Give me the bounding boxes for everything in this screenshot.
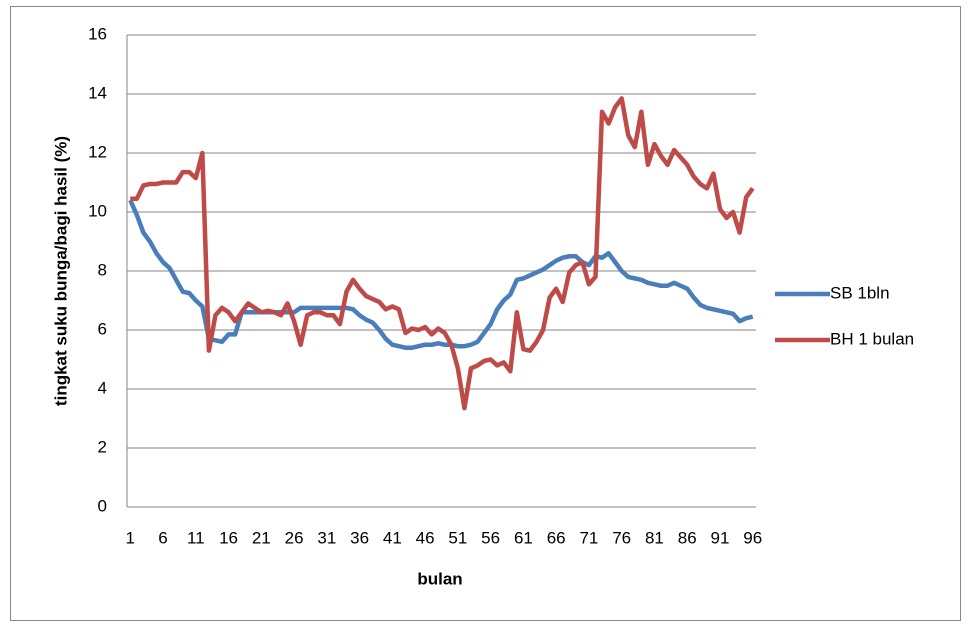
x-tick-label: 81 [645,528,664,547]
y-tick-label: 10 [88,201,107,220]
x-tick-label: 56 [481,528,500,547]
x-tick-label: 66 [547,528,566,547]
y-tick-label: 16 [88,24,107,43]
x-tick-label: 6 [158,528,167,547]
y-tick-label: 12 [88,142,107,161]
x-tick-label: 76 [612,528,631,547]
y-axis-label: tingkat suku bunga/bagi hasil (%) [51,136,70,406]
legend-label: SB 1bln [830,283,890,302]
chart-border [10,6,961,621]
y-tick-label: 14 [88,83,107,102]
x-tick-label: 71 [579,528,598,547]
x-tick-label: 46 [416,528,435,547]
x-tick-label: 96 [743,528,762,547]
x-axis-label: bulan [417,569,462,588]
x-tick-label: 16 [219,528,238,547]
x-tick-label: 86 [678,528,697,547]
x-tick-label: 51 [448,528,467,547]
y-tick-label: 6 [98,319,107,338]
y-tick-label: 8 [98,260,107,279]
line-series [130,96,755,411]
y-tick-label: 2 [98,437,107,456]
x-tick-label: 91 [711,528,730,547]
line-series [128,199,754,350]
x-tick-label: 36 [350,528,369,547]
x-tick-label: 11 [187,528,205,547]
x-tick-label: 31 [317,528,336,547]
x-tick-label: 41 [383,528,402,547]
x-tick-label: 61 [514,528,533,547]
x-tick-label: 21 [252,528,271,547]
legend-label: BH 1 bulan [830,329,914,348]
x-tick-label: 1 [126,528,135,547]
y-tick-label: 0 [98,496,107,515]
x-tick-label: 26 [285,528,304,547]
y-tick-label: 4 [98,378,107,397]
